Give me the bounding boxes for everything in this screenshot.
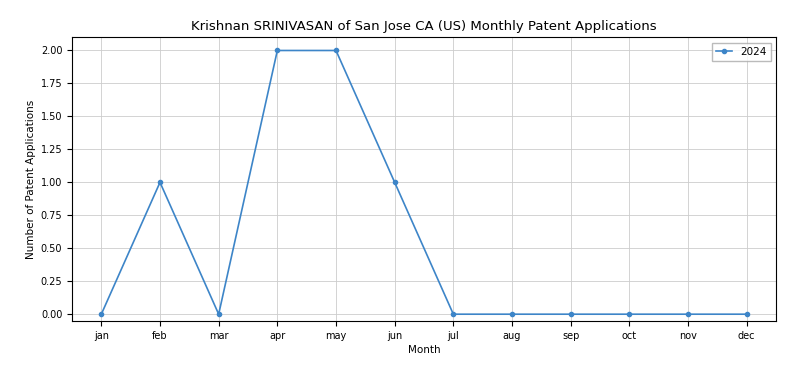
X-axis label: Month: Month xyxy=(408,345,440,355)
2024 xyxy=(449,312,458,316)
2024 xyxy=(390,180,399,185)
2024 xyxy=(507,312,517,316)
2024 xyxy=(683,312,693,316)
2024 xyxy=(742,312,751,316)
2024 xyxy=(155,180,165,185)
Title: Krishnan SRINIVASAN of San Jose CA (US) Monthly Patent Applications: Krishnan SRINIVASAN of San Jose CA (US) … xyxy=(191,21,657,33)
Y-axis label: Number of Patent Applications: Number of Patent Applications xyxy=(26,100,37,258)
2024 xyxy=(214,312,223,316)
2024 xyxy=(625,312,634,316)
2024 xyxy=(97,312,106,316)
2024 xyxy=(273,48,282,53)
Line: 2024: 2024 xyxy=(99,48,749,316)
Legend: 2024: 2024 xyxy=(712,43,770,61)
2024 xyxy=(331,48,341,53)
2024 xyxy=(566,312,575,316)
